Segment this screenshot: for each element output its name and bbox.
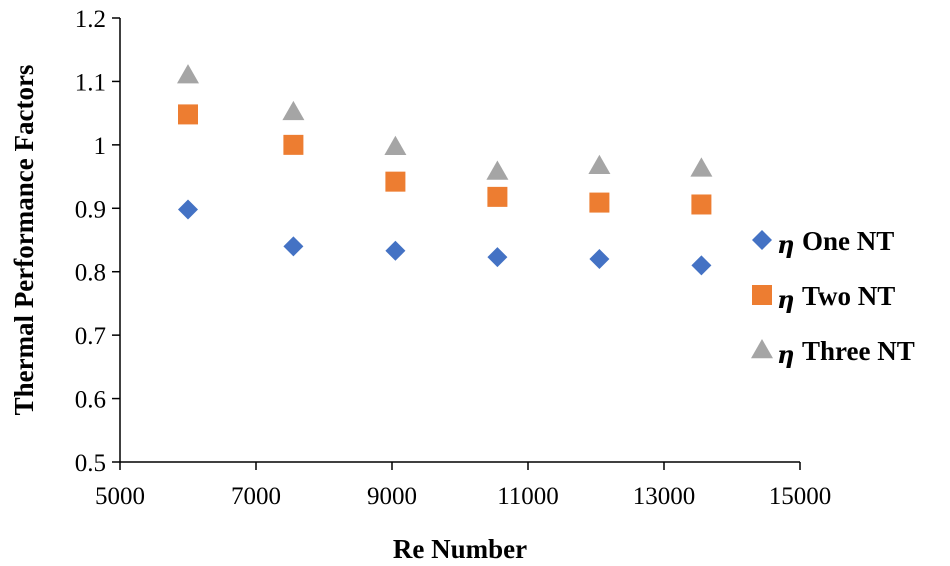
chart-axes [119, 18, 800, 463]
data-point [384, 135, 407, 156]
y-tick-label: 0.8 [75, 260, 106, 287]
y-tick-label: 0.9 [75, 196, 106, 223]
data-point [691, 194, 712, 215]
y-tick-label: 0.5 [75, 450, 106, 477]
data-point [588, 154, 611, 175]
data-points [177, 64, 713, 276]
data-point [690, 157, 713, 177]
data-point [589, 249, 610, 270]
data-point [283, 134, 304, 155]
data-point [691, 255, 712, 276]
data-point [487, 247, 508, 268]
data-point [487, 186, 508, 207]
legend-marker [752, 230, 772, 250]
data-point [178, 199, 198, 220]
y-tick-label: 0.7 [75, 323, 106, 350]
x-tick-label: 9000 [367, 483, 417, 510]
data-point [486, 160, 509, 180]
legend: η One NT η Two NT η Three NT [751, 226, 915, 369]
x-tick-label: 13000 [633, 483, 696, 510]
y-tick-label: 1 [94, 133, 107, 160]
legend-symbol: η [777, 285, 794, 314]
series-1 [178, 199, 712, 276]
data-point [283, 236, 304, 257]
x-tick-label: 7000 [231, 483, 281, 510]
x-tick-label: 11000 [497, 483, 559, 510]
y-tick-label: 1.1 [75, 69, 106, 96]
legend-symbol: η [777, 340, 794, 369]
legend-label: Three NT [802, 336, 915, 366]
x-tick-label: 5000 [95, 483, 145, 510]
data-point [177, 64, 199, 84]
legend-marker [751, 339, 773, 359]
x-axis-title: Re Number [393, 534, 527, 564]
data-point [385, 171, 406, 192]
series-2 [178, 104, 712, 215]
legend-marker [752, 285, 772, 305]
data-point [178, 104, 198, 125]
y-axis-title: Thermal Performance Factors [9, 65, 39, 416]
legend-symbol: η [777, 230, 794, 259]
y-ticks: 0.5 0.6 0.7 0.8 0.9 1 1.1 1.2 [75, 6, 120, 477]
x-ticks: 5000 7000 9000 11000 13000 15000 [95, 462, 831, 510]
data-point [282, 100, 305, 121]
x-tick-label: 15000 [769, 483, 832, 510]
y-tick-label: 0.6 [75, 387, 106, 414]
y-tick-label: 1.2 [75, 6, 106, 33]
data-point [385, 240, 406, 261]
data-point [589, 192, 610, 213]
legend-label: Two NT [802, 281, 895, 311]
series-3 [177, 64, 713, 180]
legend-label: One NT [802, 226, 894, 256]
